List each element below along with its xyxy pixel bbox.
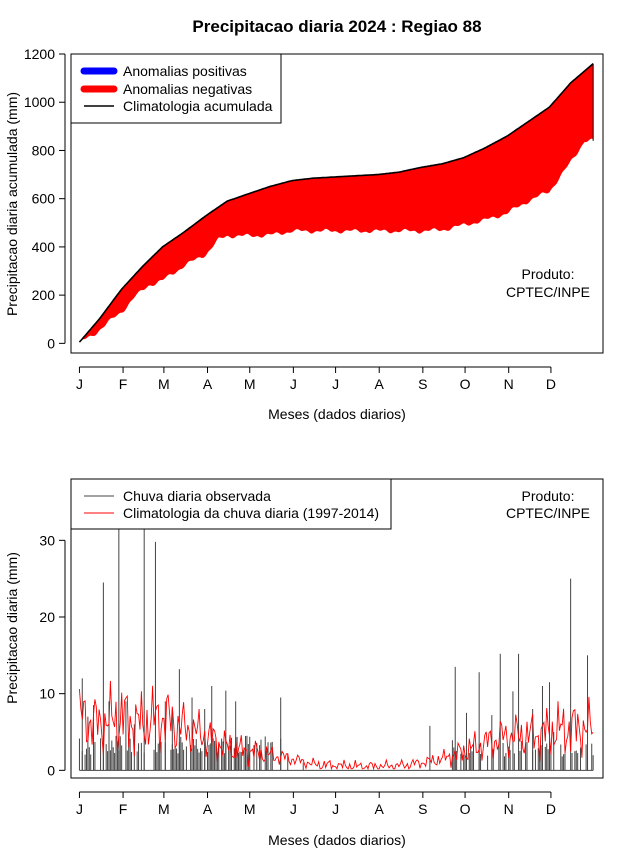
y-axis: 0 200 400 600 800 1000 1200 [24,46,66,351]
y-tick-label: 800 [32,142,56,158]
x-tick-label: D [546,801,556,817]
y-tick-label: 1000 [24,94,55,110]
y-tick-label: 30 [39,532,55,548]
chart-title: Precipitacao diaria 2024 : Regiao 88 [192,17,481,36]
x-tick-label: J [290,376,297,392]
x-tick-label: O [460,376,471,392]
x-tick-label: J [76,376,83,392]
x-tick-label: M [158,801,170,817]
x-tick-label: M [244,376,256,392]
legend-label-observed: Chuva diaria observada [123,488,271,504]
plot-box [70,53,604,354]
x-tick-label: N [504,801,514,817]
legend: Anomalias positivas Anomalias negativas … [70,53,282,124]
product-label: Produto: [522,266,575,282]
legend-label-daily-climatology: Climatologia da chuva diaria (1997-2014) [123,505,379,521]
climatology-line [78,63,594,343]
cumulative-marks [78,63,594,343]
x-tick-label: S [418,376,427,392]
x-tick-label: J [76,801,83,817]
product-name: CPTEC/INPE [506,505,590,521]
x-tick-label: A [203,801,213,817]
y-tick-label: 400 [32,239,56,255]
x-axis-label: Meses (dados diarios) [268,406,406,422]
legend: Chuva diaria observada Climatologia da c… [70,478,392,530]
x-tick-label: F [119,376,128,392]
panel-cumulative: 0 200 400 600 800 1000 1200 J F M A M J J A S O N D Meses… [4,46,604,422]
x-tick-label: J [290,801,297,817]
x-tick-label: M [244,801,256,817]
x-tick-label: M [158,376,170,392]
x-tick-label: A [203,376,213,392]
y-tick-label: 200 [32,287,56,303]
y-tick-label: 10 [39,686,55,702]
y-axis-label: Precipitacao diaria (mm) [4,552,20,704]
x-tick-label: J [332,376,339,392]
y-tick-label: 20 [39,609,55,625]
x-tick-label: A [375,801,385,817]
daily-climatology-line [78,680,594,771]
x-tick-label: N [504,376,514,392]
daily-marks [78,528,594,771]
x-tick-label: J [332,801,339,817]
negative-anomaly-area [79,63,594,343]
x-tick-label: S [418,801,427,817]
product-label: Produto: [522,488,575,504]
x-tick-label: A [375,376,385,392]
legend-label-climatology: Climatologia acumulada [123,98,273,114]
x-tick-label: F [119,801,128,817]
y-tick-label: 0 [47,762,55,778]
y-tick-label: 0 [47,335,55,351]
legend-label-negative: Anomalias negativas [123,81,252,97]
y-tick-label: 600 [32,191,56,207]
product-name: CPTEC/INPE [506,284,590,300]
panel-daily: 0 10 20 30 J F M A M J J A S O N D Meses (dados diario… [4,478,604,848]
legend-label-positive: Anomalias positivas [123,63,247,79]
x-axis-label: Meses (dados diarios) [268,832,406,848]
y-axis-label: Precipitacao diaria acumulada (mm) [4,92,20,316]
legend-box [70,478,392,530]
x-tick-label: D [546,376,556,392]
x-tick-label: O [460,801,471,817]
y-axis: 0 10 20 30 [39,532,66,778]
y-tick-label: 1200 [24,46,55,62]
